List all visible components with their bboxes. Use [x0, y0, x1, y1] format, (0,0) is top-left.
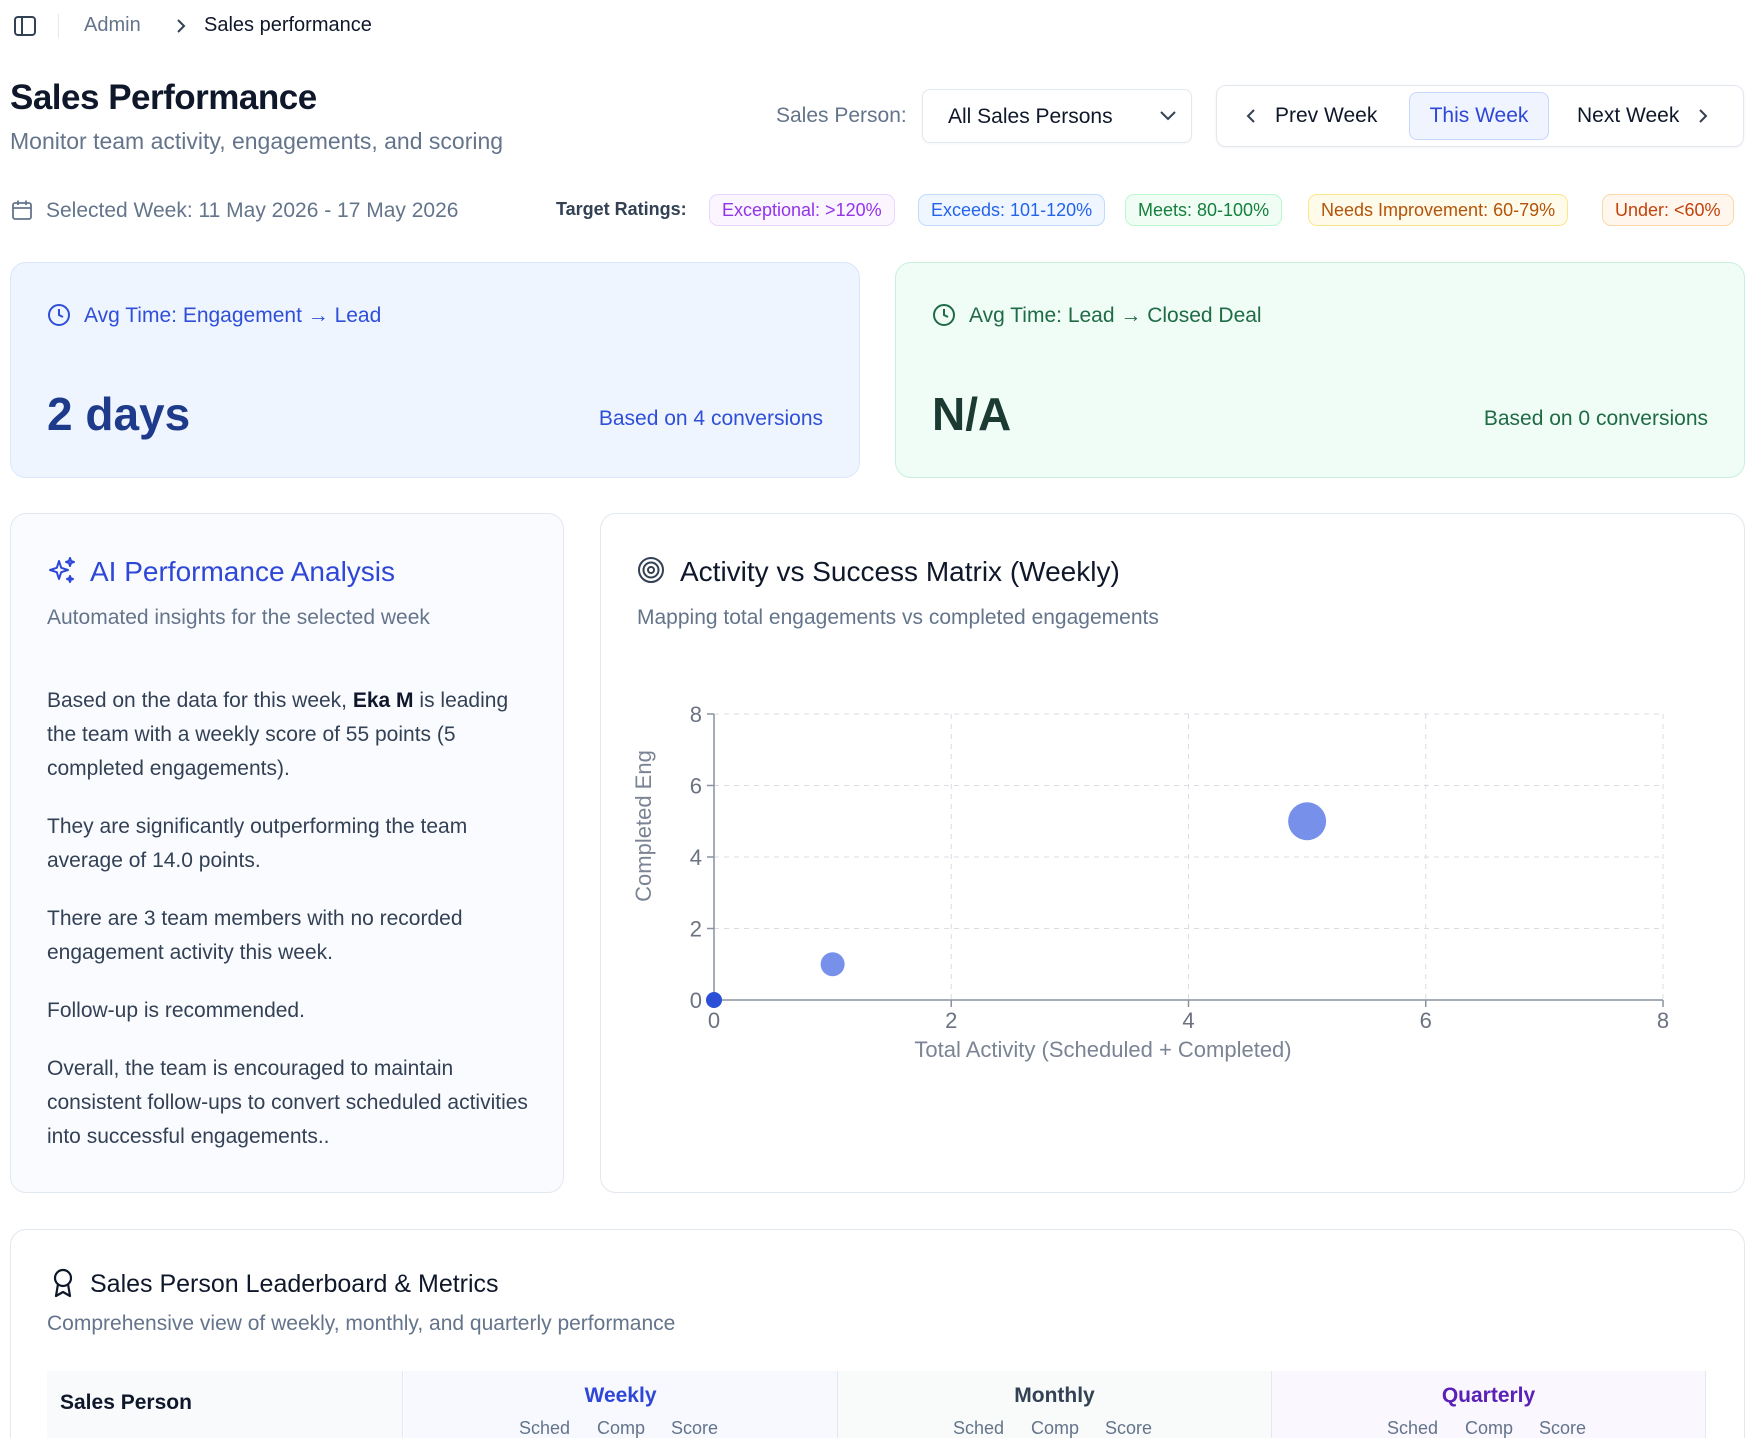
matrix-subtitle: Mapping total engagements vs completed e… — [637, 606, 1159, 629]
rating-badge-exceeds: Exceeds: 101-120% — [918, 194, 1106, 226]
target-icon — [638, 557, 664, 583]
ai-insight-paragraph: They are significantly outperforming the… — [47, 815, 468, 872]
prev-week-button[interactable]: Prev Week — [1245, 92, 1377, 140]
x-tick-label: 0 — [708, 1008, 720, 1033]
sales-person-select-value: All Sales Persons — [948, 105, 1113, 128]
ai-panel-title: AI Performance Analysis — [90, 556, 396, 587]
column-header-score[interactable]: Score — [671, 1418, 719, 1438]
chevron-down-icon — [1160, 111, 1176, 121]
column-header-label: Sales Person — [60, 1391, 192, 1414]
selected-week-text: Selected Week: 11 May 2026 - 17 May 2026 — [46, 199, 459, 222]
chart-points — [706, 802, 1327, 1008]
leaderboard-table-header: Sales Person Weekly Sched Comp Score Mon… — [47, 1371, 1710, 1438]
calendar-icon — [12, 200, 32, 220]
column-group-quarterly: Quarterly Sched Comp Score — [1272, 1371, 1706, 1438]
scatter-point — [820, 952, 845, 977]
column-header-sched[interactable]: Sched — [519, 1418, 571, 1438]
leaderboard-panel: Sales Person Leaderboard & Metrics Compr… — [10, 1229, 1745, 1438]
target-ratings-label: Target Ratings: — [556, 199, 687, 219]
sales-person-label: Sales Person: — [776, 104, 907, 127]
breadcrumb-current: Sales performance — [204, 14, 372, 36]
column-header-score[interactable]: Score — [1105, 1418, 1153, 1438]
x-axis-label: Total Activity (Scheduled + Completed) — [914, 1037, 1291, 1062]
column-header-sched[interactable]: Sched — [1387, 1418, 1439, 1438]
column-header-comp[interactable]: Comp — [1031, 1418, 1080, 1438]
chart-ticks: 0 2 4 6 8 0 2 4 6 8 — [690, 702, 1669, 1033]
ai-insight-paragraph: Based on the data for this week, Eka M i… — [47, 684, 537, 786]
leader-name: Eka M — [352, 689, 414, 712]
column-group-title: Weekly — [584, 1384, 657, 1407]
kpi-card-engagement-to-lead: Avg Time: Engagement → Lead 2 days Based… — [10, 262, 860, 478]
sidebar-toggle-icon[interactable] — [13, 15, 37, 37]
this-week-button[interactable]: This Week — [1409, 92, 1549, 140]
ai-text: Based on the data for this week, — [47, 689, 353, 712]
next-week-button[interactable]: Next Week — [1577, 92, 1709, 140]
ai-insight-paragraph: There are 3 team members with no recorde… — [47, 907, 463, 964]
breadcrumb-divider — [58, 14, 59, 38]
award-icon — [53, 1268, 73, 1298]
y-tick-label: 4 — [690, 845, 702, 870]
activity-success-matrix-panel: Activity vs Success Matrix (Weekly) Mapp… — [600, 513, 1745, 1193]
x-tick-label: 8 — [1657, 1008, 1669, 1033]
top-bar: Admin Sales performance — [0, 0, 1758, 54]
kpi-title: Avg Time: Engagement → Lead — [84, 304, 382, 327]
breadcrumb-admin-link[interactable]: Admin — [84, 14, 141, 36]
column-group-weekly: Weekly Sched Comp Score — [404, 1371, 838, 1438]
ai-analysis-panel: AI Performance Analysis Automated insigh… — [10, 513, 564, 1193]
next-week-label: Next Week — [1577, 104, 1680, 127]
clock-icon — [933, 304, 955, 326]
chevron-left-icon — [1246, 109, 1255, 123]
column-header-score[interactable]: Score — [1539, 1418, 1587, 1438]
column-group-title: Monthly — [1014, 1384, 1095, 1407]
matrix-title: Activity vs Success Matrix (Weekly) — [680, 556, 1120, 587]
page-subtitle: Monitor team activity, engagements, and … — [10, 128, 504, 154]
chevron-right-icon — [177, 19, 186, 33]
ai-insight-paragraph: Follow-up is recommended. — [47, 999, 305, 1022]
y-tick-label: 8 — [690, 702, 702, 727]
scatter-point — [1288, 802, 1327, 841]
ai-panel-subtitle: Automated insights for the selected week — [47, 606, 430, 629]
y-axis-label: Completed Eng — [631, 750, 656, 902]
column-header-sales-person[interactable]: Sales Person — [47, 1371, 403, 1438]
kpi-note: Based on 4 conversions — [598, 407, 823, 430]
week-navigation: Prev Week This Week Next Week — [1216, 85, 1744, 147]
column-header-sched[interactable]: Sched — [953, 1418, 1005, 1438]
x-tick-label: 2 — [945, 1008, 957, 1033]
this-week-label: This Week — [1429, 104, 1529, 127]
chart-grid — [714, 713, 1664, 1000]
sparkles-icon — [49, 557, 75, 583]
page-title: Sales Performance — [10, 78, 317, 117]
leaderboard-title: Sales Person Leaderboard & Metrics — [90, 1270, 499, 1298]
y-tick-label: 0 — [690, 988, 702, 1013]
kpi-value: 2 days — [47, 388, 191, 440]
column-group-monthly: Monthly Sched Comp Score — [838, 1371, 1272, 1438]
ai-insight-paragraph: Overall, the team is encouraged to maint… — [47, 1057, 528, 1148]
prev-week-label: Prev Week — [1275, 104, 1378, 127]
kpi-title: Avg Time: Lead → Closed Deal — [969, 304, 1262, 327]
rating-badge-under: Under: <60% — [1602, 194, 1734, 226]
clock-icon — [48, 304, 70, 326]
y-tick-label: 6 — [690, 774, 702, 799]
scatter-point — [706, 992, 722, 1008]
rating-badge-needs-improvement: Needs Improvement: 60-79% — [1308, 194, 1569, 226]
chevron-right-icon — [1699, 109, 1708, 123]
y-tick-label: 2 — [690, 917, 702, 942]
rating-badge-meets: Meets: 80-100% — [1125, 194, 1283, 226]
sales-person-select[interactable]: All Sales Persons — [922, 89, 1192, 143]
scatter-chart: 0 2 4 6 8 0 2 4 6 8 Total Activity (Scheduled + C… — [631, 702, 1669, 1062]
x-tick-label: 6 — [1420, 1008, 1432, 1033]
ai-insights: Based on the data for this week, Eka M i… — [47, 684, 537, 1178]
kpi-note: Based on 0 conversions — [1483, 407, 1708, 430]
column-header-comp[interactable]: Comp — [597, 1418, 646, 1438]
kpi-value: N/A — [932, 388, 1012, 440]
x-tick-label: 4 — [1182, 1008, 1194, 1033]
kpi-card-lead-to-closed-deal: Avg Time: Lead → Closed Deal N/A Based o… — [895, 262, 1745, 478]
column-group-title: Quarterly — [1441, 1384, 1536, 1407]
rating-badge-exceptional: Exceptional: >120% — [709, 194, 895, 226]
column-header-comp[interactable]: Comp — [1465, 1418, 1514, 1438]
leaderboard-subtitle: Comprehensive view of weekly, monthly, a… — [47, 1312, 676, 1335]
ai-text: is leading the team with a weekly score … — [47, 689, 509, 780]
